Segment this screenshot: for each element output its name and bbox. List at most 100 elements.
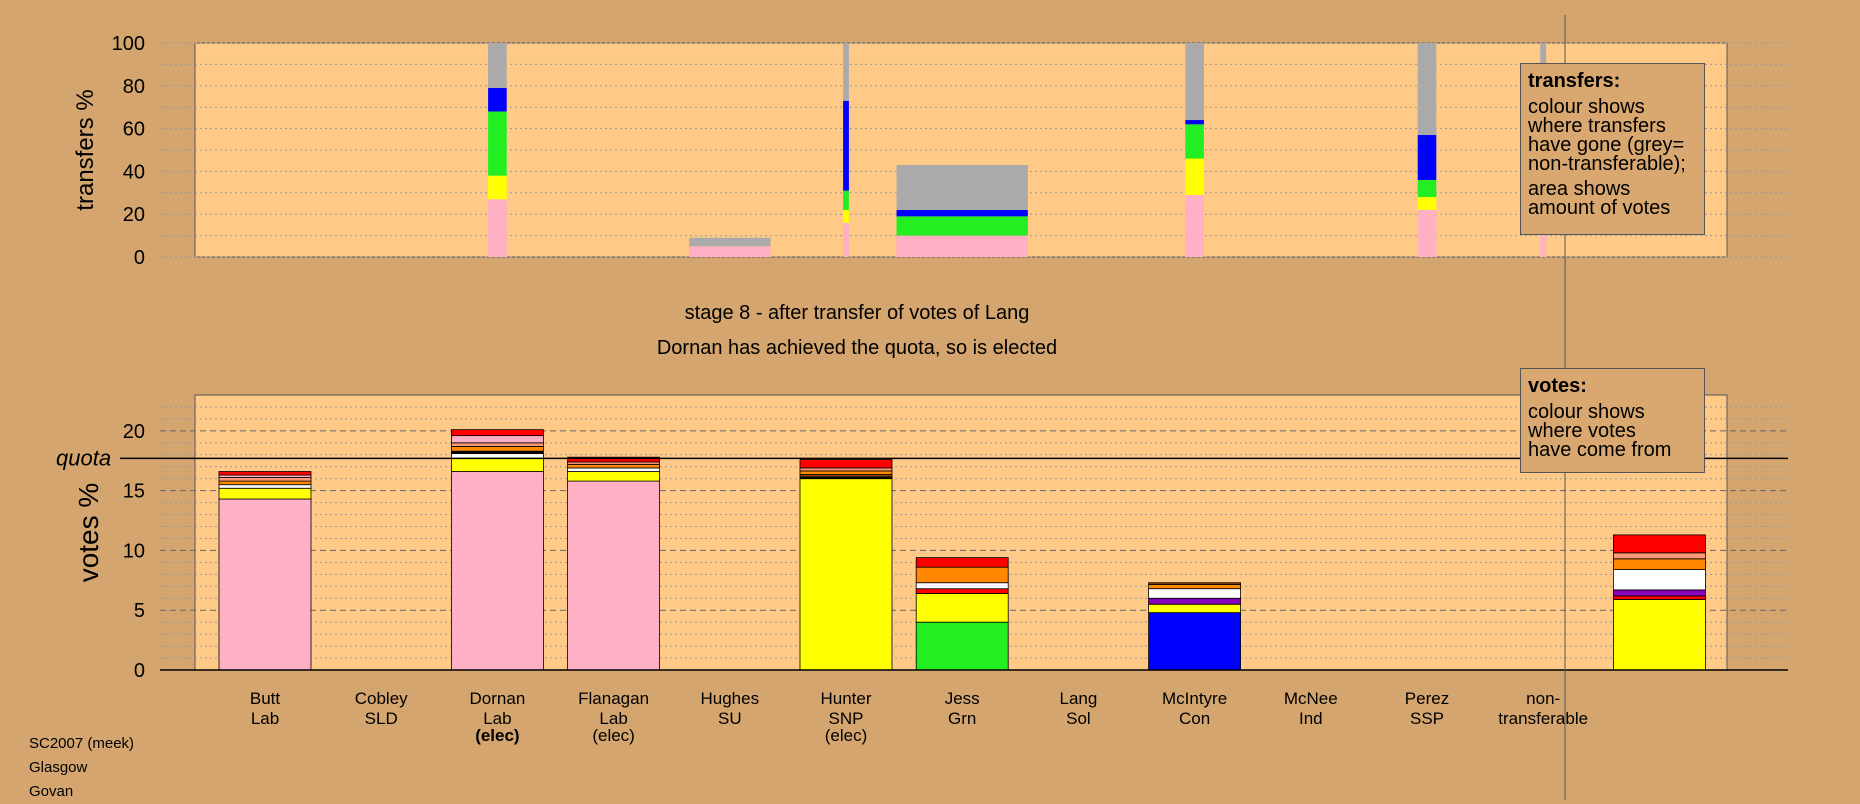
vote-segment — [1613, 599, 1706, 671]
votes-legend: votes: colour shows where votes have com… — [1520, 368, 1705, 473]
transfer-segment — [843, 100, 849, 191]
vote-segment — [567, 456, 660, 463]
transfers-legend: transfers: colour shows where transfers … — [1520, 63, 1705, 235]
legend-line: have come from — [1528, 439, 1672, 461]
vote-segment — [915, 621, 1009, 671]
transfers-y-axis-label: transfers % — [72, 89, 99, 210]
transfer-segment — [488, 175, 507, 200]
candidate-name-label: Cobley — [355, 689, 408, 708]
vote-segment — [450, 429, 544, 437]
candidate-name-label: McNee — [1284, 689, 1338, 708]
votes-ytick-label: 5 — [134, 600, 145, 622]
transfer-segment — [1417, 135, 1437, 180]
vote-segment — [218, 477, 312, 482]
vote-segment — [1613, 589, 1706, 597]
transfer-segment — [488, 87, 507, 112]
vote-segment — [1613, 569, 1706, 591]
transfer-segment — [1417, 209, 1437, 257]
vote-segment — [1148, 584, 1241, 590]
candidate-name-label: Lang — [1059, 689, 1097, 708]
legend-line: where transfers — [1528, 115, 1666, 137]
transfers-ytick-label: 40 — [123, 161, 145, 183]
legend-line: colour shows — [1528, 96, 1645, 118]
votes-ytick-label: 0 — [134, 660, 145, 682]
vote-segment — [218, 498, 312, 671]
vote-segment — [218, 480, 312, 486]
votes-ytick-label: 10 — [123, 540, 145, 562]
transfer-segment — [1185, 120, 1204, 125]
votes-y-axis-label: votes % — [73, 483, 104, 583]
candidate-name-label: Jess — [945, 689, 980, 708]
candidate-name-label: non- — [1526, 689, 1560, 708]
transfers-ytick-label: 80 — [123, 76, 145, 98]
vote-segment — [1148, 612, 1241, 671]
candidate-party-label: Grn — [948, 709, 976, 728]
transfer-segment — [1417, 43, 1437, 136]
transfers-legend-text: colour shows where transfers have gone (… — [1528, 96, 1697, 175]
transfer-segment — [488, 111, 507, 176]
vote-segment — [567, 471, 660, 482]
vote-segment — [567, 463, 660, 469]
vote-segment — [1148, 603, 1241, 614]
vote-segment — [450, 435, 544, 444]
candidate-name-label: Perez — [1405, 689, 1449, 708]
footer-election: SC2007 (meek) — [29, 735, 135, 752]
transfer-segment — [1185, 124, 1204, 159]
vote-segment — [799, 470, 893, 475]
transfer-segment — [843, 222, 849, 257]
candidate-status-label: (elec) — [592, 726, 635, 745]
candidate-name-label: Butt — [250, 689, 281, 708]
candidate-name-label: Hunter — [820, 689, 871, 708]
transfer-segment — [1417, 179, 1437, 198]
transfers-legend-text-2: area shows amount of votes — [1528, 179, 1697, 219]
votes-legend-text: colour shows where votes have come from — [1528, 401, 1697, 461]
footer-info: SC2007 (meek) Glasgow Govan — [29, 732, 134, 804]
candidate-status-label: (elec) — [825, 726, 868, 745]
candidate-party-label: Lab — [483, 709, 511, 728]
vote-segment — [1613, 558, 1706, 570]
vote-segment — [915, 582, 1009, 590]
candidate-party-label: SLD — [365, 709, 398, 728]
transfer-segment — [843, 43, 849, 101]
legend-line: colour shows — [1528, 401, 1645, 423]
transfers-ytick-label: 20 — [123, 204, 145, 226]
footer-council: Glasgow — [29, 759, 88, 776]
transfers-ytick-label: 0 — [134, 247, 145, 269]
transfers-ytick-label: 60 — [123, 119, 145, 141]
transfers-legend-title: transfers: — [1528, 70, 1621, 92]
transfers-chart: 0 20 40 60 80 100 transfers % — [72, 33, 1788, 269]
vote-segment — [450, 471, 544, 671]
candidate-name-label: Hughes — [700, 689, 759, 708]
legend-line: amount of votes — [1528, 197, 1671, 219]
transfer-segment — [896, 164, 1028, 210]
candidate-name-label: Dornan — [470, 689, 526, 708]
transfer-segment — [1185, 43, 1204, 121]
vote-segment — [799, 459, 893, 469]
transfer-segment — [843, 209, 849, 223]
vote-segment — [1613, 552, 1706, 560]
vote-segment — [915, 557, 1009, 568]
transfer-segment — [896, 235, 1028, 257]
candidate-name-label: McIntyre — [1162, 689, 1227, 708]
quota-label: quota — [56, 445, 111, 470]
transfer-segment — [1417, 197, 1437, 210]
candidate-party-label: SU — [718, 709, 742, 728]
legend-line: have gone (grey= — [1528, 134, 1685, 156]
vote-segment — [1613, 595, 1706, 600]
votes-ytick-label: 15 — [123, 481, 145, 503]
footer-ward: Govan — [29, 783, 74, 800]
candidate-party-label: SSP — [1410, 709, 1444, 728]
vote-segment — [1613, 534, 1706, 554]
vote-segment — [218, 484, 312, 489]
vote-segment — [567, 467, 660, 472]
vote-segment — [218, 487, 312, 500]
stage-subtitle: Dornan has achieved the quota, so is ele… — [657, 337, 1057, 359]
vote-segment — [1148, 588, 1241, 599]
transfer-segment — [1540, 218, 1547, 257]
transfer-segment — [896, 209, 1028, 217]
stage-title: stage 8 - after transfer of votes of Lan… — [685, 302, 1030, 324]
transfer-segment — [488, 199, 507, 257]
legend-line: non-transferable); — [1528, 153, 1686, 175]
